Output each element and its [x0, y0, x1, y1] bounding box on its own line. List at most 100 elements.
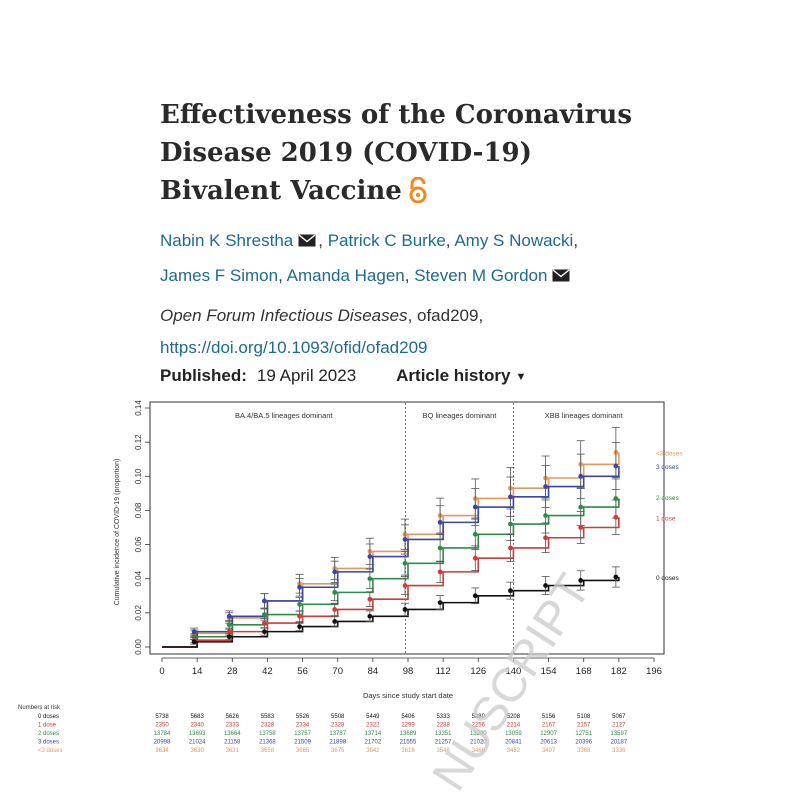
risk-table-cell: 5333 [436, 714, 450, 720]
series-line [162, 466, 620, 648]
risk-table-cell: 13784 [154, 731, 171, 737]
journal-name: Open Forum Infectious Diseases [160, 306, 408, 325]
doi-link[interactable]: https://doi.org/10.1093/ofid/ofad209 [160, 338, 428, 357]
author-link[interactable]: Amanda Hagen [286, 266, 405, 285]
data-point [578, 525, 584, 530]
risk-table-row-label: 1 dose [38, 723, 57, 729]
y-tick-label: 0.02 [134, 605, 143, 621]
data-point [578, 578, 584, 583]
x-tick-label: 126 [470, 666, 486, 677]
risk-table-cell: 5449 [366, 714, 380, 720]
author-separator: , [278, 266, 287, 285]
data-point [543, 535, 548, 541]
risk-table-cell: 13787 [329, 731, 346, 737]
author-separator: , [404, 266, 415, 285]
risk-table-cell: 3336 [612, 748, 626, 754]
data-point [508, 545, 513, 551]
risk-table-cell: 13689 [400, 731, 417, 737]
data-point [437, 545, 443, 551]
series-end-label: <3 doses [656, 450, 683, 457]
risk-table-cell: 3630 [190, 748, 204, 754]
data-point [367, 613, 373, 619]
risk-table-cell: 2157 [577, 723, 591, 729]
risk-table-cell: 3452 [507, 748, 521, 754]
y-tick-label: 0.04 [134, 570, 143, 586]
x-tick-label: 70 [332, 666, 343, 677]
risk-table-cell: 2214 [507, 723, 521, 729]
series-end-label: 0 doses [656, 575, 680, 582]
data-point [402, 583, 408, 588]
data-point [332, 618, 338, 624]
data-point [437, 569, 443, 575]
risk-table-cell: 13664 [224, 731, 241, 737]
envelope-icon[interactable] [552, 260, 570, 294]
data-point [578, 473, 584, 479]
data-point [297, 584, 302, 590]
data-point [262, 598, 267, 604]
y-tick-label: 0.12 [134, 434, 143, 450]
data-point [367, 554, 373, 559]
envelope-icon[interactable] [298, 225, 316, 259]
article-title: Effectiveness of the Coronavirus Disease… [160, 96, 720, 214]
risk-table-cell: 2322 [366, 723, 380, 729]
x-tick-label: 196 [646, 666, 662, 677]
risk-table-row-label: 3 doses [38, 740, 59, 746]
x-tick-label: 98 [403, 666, 414, 677]
risk-table-cell: 2167 [542, 723, 556, 729]
data-point [191, 639, 197, 645]
data-point [332, 607, 338, 612]
author-separator: , [318, 231, 328, 250]
y-axis-label: Cumulative incidence of COVID-19 (propor… [114, 459, 121, 606]
risk-table-cell: 3616 [401, 748, 415, 754]
article-history-toggle[interactable]: Article history ▼ [396, 366, 526, 385]
risk-table-row-label: <3 doses [38, 748, 63, 754]
risk-table-cell: 13351 [435, 731, 452, 737]
series-end-label: 1 dose [656, 515, 676, 522]
data-point [472, 504, 478, 510]
y-tick-label: 0.08 [134, 502, 143, 518]
data-point [402, 607, 408, 612]
data-point [508, 521, 513, 527]
risk-table-cell: 2328 [261, 723, 275, 729]
data-point [262, 629, 267, 635]
x-tick-label: 84 [368, 666, 379, 677]
risk-table-cell: 5156 [542, 714, 556, 720]
data-point [543, 484, 548, 489]
title-line-2: Disease 2019 (COVID-19) [160, 138, 532, 168]
risk-table-cell: 20187 [611, 740, 628, 746]
caret-down-icon: ▼ [515, 371, 527, 383]
author-link[interactable]: James F Simon [160, 266, 279, 285]
author-link[interactable]: Nabin K Shrestha [160, 231, 294, 250]
x-tick-label: 168 [576, 666, 592, 677]
risk-table-cell: 3658 [261, 748, 275, 754]
data-point [472, 593, 478, 599]
risk-table-cell: 3665 [296, 748, 310, 754]
risk-table-cell: 13200 [470, 731, 487, 737]
risk-table-cell: 21702 [365, 740, 382, 746]
data-point [437, 519, 443, 525]
data-point [297, 624, 302, 629]
risk-table-cell: 5738 [155, 714, 169, 720]
author-list: Nabin K Shrestha, Patrick C Burke, Amy S… [160, 224, 720, 294]
risk-table-cell: 21024 [189, 740, 206, 746]
risk-table-cell: 5067 [612, 714, 626, 720]
x-tick-label: 140 [505, 666, 521, 677]
author-separator: , [445, 231, 455, 250]
x-tick-label: 56 [297, 666, 308, 677]
author-link[interactable]: Patrick C Burke [327, 231, 446, 250]
risk-table-cell: 5583 [261, 714, 275, 720]
x-axis-label: Days since study start date [363, 691, 453, 700]
risk-table-cell: 13758 [259, 731, 276, 737]
risk-table-cell: 2288 [436, 723, 450, 729]
risk-table-cell: 3642 [366, 748, 380, 754]
author-link[interactable]: Steven M Gordon [414, 266, 548, 285]
risk-table-cell: 2340 [190, 723, 204, 729]
risk-table-cell: 2328 [331, 723, 345, 729]
data-point [402, 537, 408, 542]
risk-table-cell: 3368 [577, 748, 591, 754]
author-link[interactable]: Amy S Nowacki [454, 231, 574, 250]
data-point [472, 555, 478, 561]
data-point [508, 588, 513, 594]
risk-table-cell: 13757 [294, 731, 311, 737]
km-curve-figure: BA.4/BA.5 lineages dominant BQ lineages d… [18, 400, 683, 800]
